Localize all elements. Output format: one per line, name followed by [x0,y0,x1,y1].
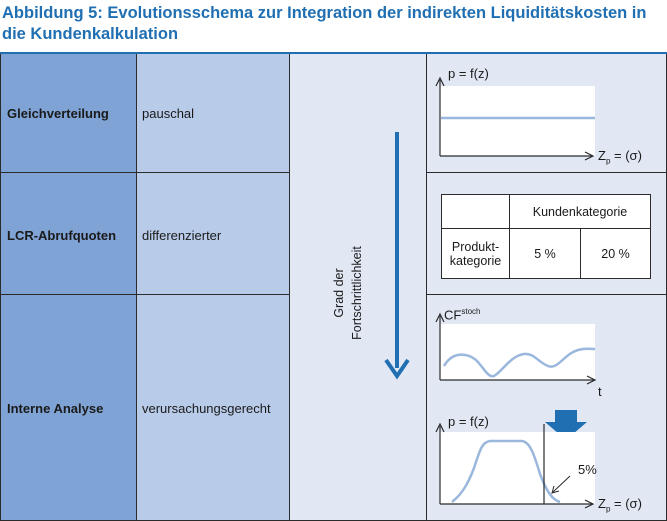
chart-3-xlabel-sub: p [605,504,611,514]
chart-3-xlabel: Zp = (σ) [598,496,642,518]
chart-1-xlabel-rest: = (σ) [610,148,642,163]
column-description [136,54,289,521]
chart-3-ylabel: p = f(z) [448,414,489,429]
category-table: Kundenkategorie Produkt- kategorie 5 % 2… [441,194,651,279]
chart-2-ylabel-main: CF [444,307,462,323]
table-row-label-line1: Produkt- [451,239,500,254]
chart-3-xlabel-rest: = (σ) [610,496,642,511]
column-method [1,54,136,521]
chart-1-xlabel-sub: p [605,156,611,166]
divider [0,294,289,295]
figure-title: Abbildung 5: Evolutionsschema zur Integr… [2,4,647,43]
chart-1-axes [435,76,595,161]
chart-3-annotation: 5% [578,462,597,477]
chart-3-xlabel-main: Z [598,496,606,511]
chart-2-ylabel-sup: stoch [461,307,481,316]
table-row-label: Produkt- kategorie [441,228,510,279]
row-2-method: LCR-Abrufquoten [7,228,117,243]
divider [426,172,667,173]
chart-3-axes [435,422,595,509]
chart-1-xlabel: Zp = (σ) [598,148,642,170]
divider [0,54,1,521]
column-progress [289,54,426,521]
table-row-label-line2: kategorie [449,253,502,268]
progress-label: Grad der Fortschrittlichkeit [332,246,364,340]
chart-2-ylabel: CFstoch [444,304,480,323]
table-corner [441,194,510,229]
row-3-method: Interne Analyse [7,401,104,416]
table-cell: 20 % [580,228,651,279]
stochastic-cashflow-curve [442,347,596,378]
chart-2-xlabel: t [598,384,602,399]
divider [289,54,290,521]
progress-arrow [384,132,410,380]
chart-3-area [440,432,595,504]
figure-frame [0,52,667,521]
divider [0,172,289,173]
table-header: Kundenkategorie [509,194,651,229]
divider [426,294,667,295]
row-1-method: Gleichverteilung [7,106,109,121]
quantile-pointer [552,475,571,493]
row-2-description: differenzierter [142,228,222,243]
transition-arrow [545,410,587,440]
table-cell: 5 % [509,228,581,279]
chart-1-ylabel: p = f(z) [448,66,489,81]
row-1-description: pauschal [142,106,195,121]
row-3-description: verursachungsgerecht [142,401,271,416]
chart-1-xlabel-main: Z [598,148,606,163]
distribution-curve [451,439,561,504]
chart-1-area [440,86,595,156]
chart-2-area [440,324,595,380]
divider [136,54,137,521]
chart-2-axes [435,312,597,385]
divider [426,54,427,521]
